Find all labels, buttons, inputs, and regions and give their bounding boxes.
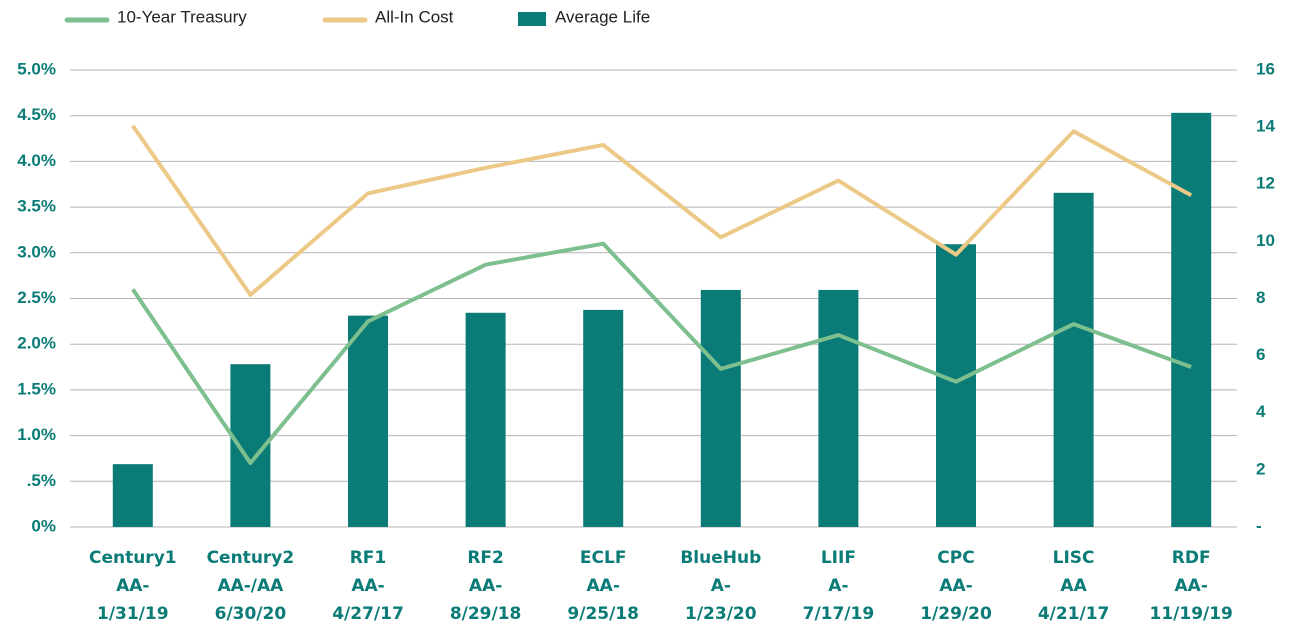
y2-tick-label: 14 — [1256, 117, 1275, 136]
y2-tick-label: 4 — [1256, 402, 1266, 421]
x-tick-label: AA- — [116, 576, 149, 596]
y-tick-label: 3.0% — [17, 242, 56, 261]
y-tick-label: 2.5% — [17, 288, 56, 307]
bar — [1171, 112, 1212, 527]
x-tick-label: AA- — [469, 576, 502, 596]
x-tick-label: AA- — [351, 576, 384, 596]
y-tick-label: 5.0% — [17, 59, 56, 78]
legend-label: All-In Cost — [375, 7, 454, 26]
x-tick-label: 11/19/19 — [1150, 604, 1233, 624]
x-tick-label: 1/29/20 — [920, 604, 992, 624]
line — [131, 124, 1193, 297]
y-tick-label: 4.5% — [17, 105, 56, 124]
y2-tick-label: 10 — [1256, 231, 1275, 250]
x-tick-label: AA-/AA — [217, 576, 284, 596]
x-tick-label: AA- — [939, 576, 972, 596]
legend-swatch — [518, 12, 546, 26]
bar — [348, 315, 388, 527]
y-tick-label: 3.5% — [17, 197, 56, 216]
x-tick-label: Century2 — [207, 548, 295, 568]
bar — [700, 289, 741, 527]
y-tick-label: 4.0% — [17, 151, 56, 170]
x-tick-label: BlueHub — [680, 548, 761, 568]
y2-tick-label: 6 — [1256, 345, 1265, 364]
bar — [112, 464, 153, 527]
x-tick-label: 4/27/17 — [332, 604, 404, 624]
y-tick-label: .5% — [27, 471, 56, 490]
bar — [936, 244, 976, 527]
x-tick-label: AA- — [587, 576, 620, 596]
x-tick-label: RDF — [1172, 548, 1211, 568]
x-tick-label: 1/23/20 — [685, 604, 757, 624]
x-tick-label: 8/29/18 — [450, 604, 522, 624]
y-tick-label: 1.5% — [17, 379, 56, 398]
x-tick-label: RF2 — [467, 548, 504, 568]
x-tick-label: CPC — [937, 548, 974, 568]
x-tick-label: AA- — [1175, 576, 1208, 596]
bar — [465, 312, 506, 527]
x-tick-label: 1/31/19 — [97, 604, 169, 624]
x-tick-label: Century1 — [89, 548, 177, 568]
x-tick-label: ECLF — [580, 548, 627, 568]
y2-tick-label: 12 — [1256, 174, 1275, 193]
x-tick-label: RF1 — [350, 548, 387, 568]
y2-tick-label: 8 — [1256, 288, 1265, 307]
line — [131, 241, 1192, 466]
y-tick-label: 1.0% — [17, 425, 56, 444]
y-tick-label: 0% — [31, 516, 56, 535]
x-tick-label: 7/17/19 — [803, 604, 875, 624]
x-tick-label: LIIF — [821, 548, 856, 568]
y2-tick-label: - — [1256, 516, 1262, 535]
x-tick-label: 6/30/20 — [215, 604, 287, 624]
y2-tick-label: 16 — [1256, 59, 1275, 78]
bar — [1053, 192, 1094, 527]
x-tick-label: 4/21/17 — [1038, 604, 1110, 624]
y-tick-label: 2.0% — [17, 334, 56, 353]
bar — [818, 289, 859, 527]
x-tick-label: LISC — [1053, 548, 1095, 568]
legend-label: 10-Year Treasury — [117, 7, 247, 26]
legend-label: Average Life — [555, 7, 650, 26]
bar — [583, 309, 624, 527]
x-tick-label: A- — [711, 576, 731, 596]
y2-tick-label: 2 — [1256, 459, 1265, 478]
x-tick-label: 9/25/18 — [567, 604, 639, 624]
x-tick-label: AA — [1060, 576, 1087, 596]
x-tick-label: A- — [828, 576, 848, 596]
